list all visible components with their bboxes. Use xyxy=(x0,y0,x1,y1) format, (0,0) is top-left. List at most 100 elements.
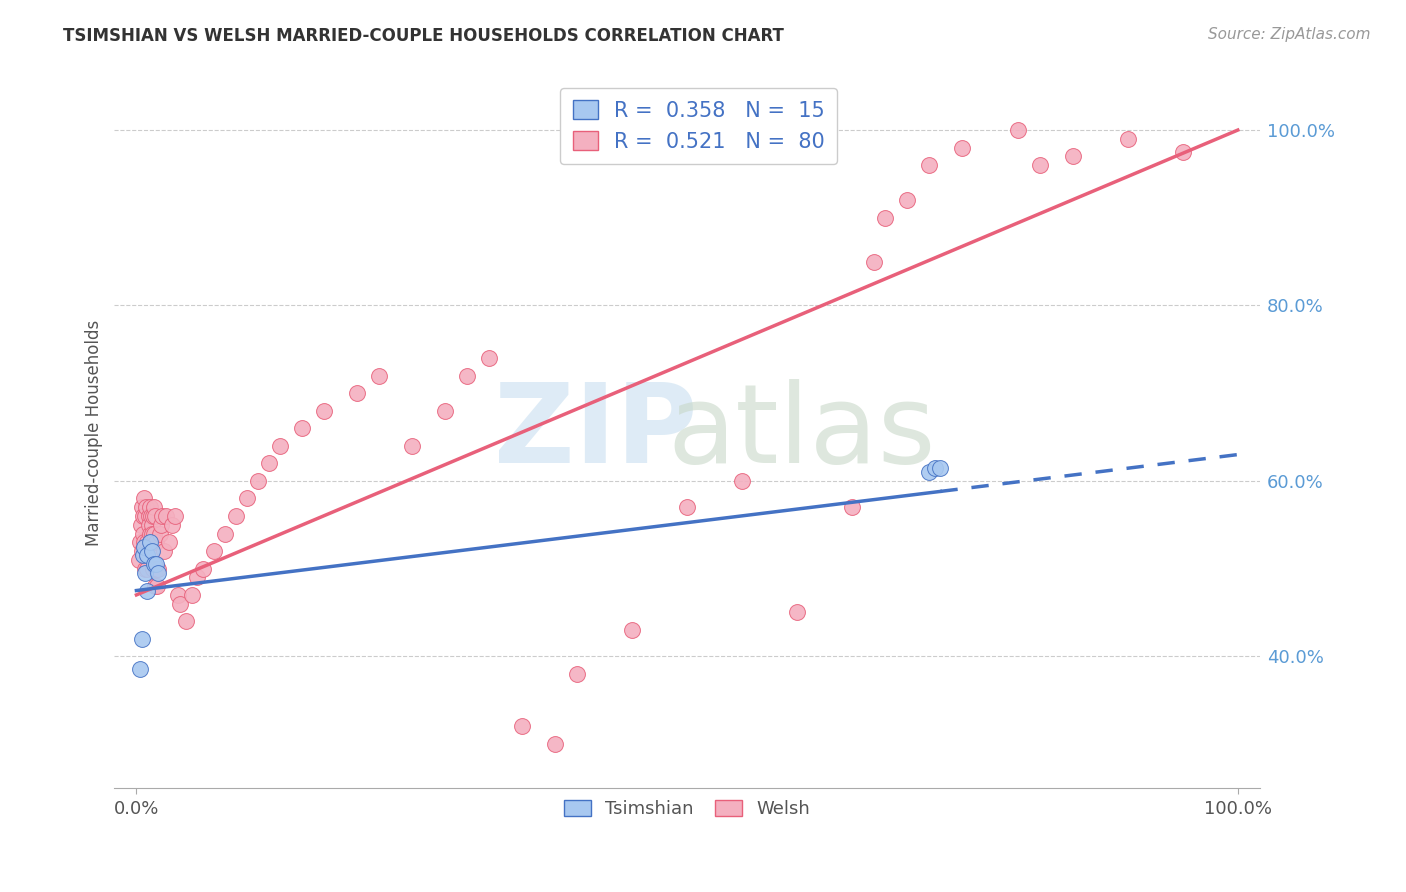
Point xyxy=(143,579,166,593)
Point xyxy=(128,535,150,549)
Point xyxy=(148,566,170,580)
Point xyxy=(141,526,163,541)
Point xyxy=(367,368,389,383)
Point xyxy=(145,535,167,549)
Point xyxy=(139,508,162,523)
Point xyxy=(929,460,952,475)
Point xyxy=(141,517,163,532)
Point xyxy=(149,517,172,532)
Point xyxy=(135,500,157,515)
Point xyxy=(167,588,190,602)
Point xyxy=(143,558,166,572)
Point xyxy=(1116,132,1139,146)
Point xyxy=(134,561,156,575)
Point xyxy=(134,540,156,554)
Point xyxy=(257,456,280,470)
Point xyxy=(138,517,160,532)
Point xyxy=(160,517,183,532)
Point xyxy=(918,465,941,479)
Point xyxy=(134,535,156,549)
Point xyxy=(142,561,165,575)
Point xyxy=(214,526,236,541)
Point xyxy=(246,474,269,488)
Point xyxy=(148,526,170,541)
Point xyxy=(731,474,754,488)
Point xyxy=(918,158,941,172)
Text: atlas: atlas xyxy=(668,379,936,486)
Y-axis label: Married-couple Households: Married-couple Households xyxy=(86,319,103,546)
Point xyxy=(131,632,153,646)
Point xyxy=(132,526,155,541)
Point xyxy=(174,614,197,628)
Point xyxy=(159,535,181,549)
Point xyxy=(401,439,423,453)
Text: ZIP: ZIP xyxy=(494,379,697,486)
Point xyxy=(269,439,291,453)
Point xyxy=(621,623,644,637)
Point xyxy=(346,386,368,401)
Point xyxy=(150,508,173,523)
Point xyxy=(863,254,886,268)
Point xyxy=(132,508,155,523)
Point xyxy=(141,544,163,558)
Point xyxy=(148,561,170,575)
Point xyxy=(132,549,155,563)
Point xyxy=(153,544,176,558)
Point xyxy=(1007,123,1029,137)
Point xyxy=(544,737,567,751)
Point xyxy=(146,579,169,593)
Point xyxy=(155,508,177,523)
Point xyxy=(128,553,150,567)
Point xyxy=(134,566,156,580)
Point xyxy=(225,508,247,523)
Point xyxy=(136,535,159,549)
Point xyxy=(138,526,160,541)
Point xyxy=(924,460,946,475)
Point xyxy=(134,508,156,523)
Point xyxy=(169,597,191,611)
Point xyxy=(134,491,156,506)
Point xyxy=(138,500,160,515)
Point xyxy=(952,140,974,154)
Point xyxy=(1062,149,1084,163)
Point xyxy=(191,561,214,575)
Point xyxy=(186,570,208,584)
Point xyxy=(163,508,186,523)
Point xyxy=(143,526,166,541)
Point xyxy=(1171,145,1194,159)
Point xyxy=(142,508,165,523)
Point xyxy=(139,544,162,558)
Point xyxy=(896,193,918,207)
Point xyxy=(145,561,167,575)
Point xyxy=(433,403,456,417)
Point xyxy=(456,368,478,383)
Point xyxy=(131,544,153,558)
Point xyxy=(510,719,533,733)
Point xyxy=(875,211,897,225)
Point xyxy=(291,421,314,435)
Point xyxy=(565,666,588,681)
Point xyxy=(143,500,166,515)
Point xyxy=(145,558,167,572)
Point xyxy=(1028,158,1050,172)
Point xyxy=(128,663,150,677)
Point xyxy=(129,517,152,532)
Point xyxy=(138,535,160,549)
Point xyxy=(478,351,501,365)
Legend: Tsimshian, Welsh: Tsimshian, Welsh xyxy=(557,792,818,825)
Point xyxy=(312,403,335,417)
Point xyxy=(138,508,160,523)
Point xyxy=(786,606,808,620)
Point xyxy=(202,544,225,558)
Point xyxy=(136,583,159,598)
Point xyxy=(676,500,699,515)
Point xyxy=(180,588,202,602)
Point xyxy=(841,500,863,515)
Point xyxy=(136,561,159,575)
Text: TSIMSHIAN VS WELSH MARRIED-COUPLE HOUSEHOLDS CORRELATION CHART: TSIMSHIAN VS WELSH MARRIED-COUPLE HOUSEH… xyxy=(63,27,785,45)
Point xyxy=(135,544,157,558)
Point xyxy=(136,549,159,563)
Point xyxy=(143,508,166,523)
Point xyxy=(235,491,257,506)
Point xyxy=(131,500,153,515)
